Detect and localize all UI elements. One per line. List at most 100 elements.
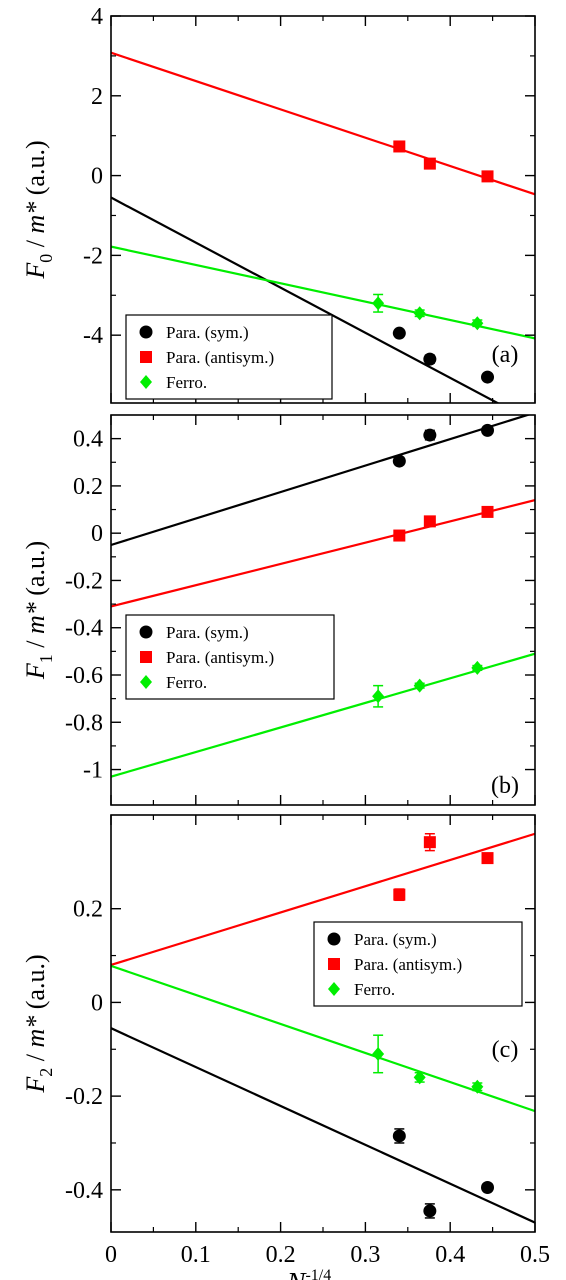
y-tick-label: 2 xyxy=(91,84,103,110)
fit-line-2 xyxy=(111,832,535,966)
data-point xyxy=(481,370,495,384)
fit-line-1 xyxy=(111,196,500,403)
legend-label: Ferro. xyxy=(166,673,207,692)
data-point xyxy=(481,505,494,518)
plot-frame xyxy=(110,814,536,1233)
legend-label: Ferro. xyxy=(166,373,207,392)
legend-label: Para. (antisym.) xyxy=(354,955,462,974)
y-tick-label: -4 xyxy=(83,323,103,349)
chart-panel-1: 420-2-4F0 / m* (a.u.)(a)Para. (sym.)Para… xyxy=(21,4,536,404)
y-tick-label: -0.6 xyxy=(65,663,103,689)
data-point xyxy=(392,326,406,340)
legend-label: Para. (sym.) xyxy=(166,623,249,642)
series-2 xyxy=(393,832,494,902)
x-axis: 0 0.1 0.2 0.3 0.4 0.5 xyxy=(105,815,550,1268)
data-point xyxy=(423,428,437,442)
series-2 xyxy=(393,140,494,183)
legend-marker xyxy=(327,932,341,946)
y-axis-label: F1 / m* (a.u.) xyxy=(21,541,56,680)
y-tick-label: -1 xyxy=(83,758,103,784)
legend-box xyxy=(125,614,335,700)
legend-label: Para. (sym.) xyxy=(354,930,437,949)
y-tick-label: -0.2 xyxy=(65,1084,103,1110)
y-tick-label: 0 xyxy=(91,164,103,190)
data-point xyxy=(471,1079,484,1094)
fit-line-3 xyxy=(111,245,535,340)
fit-lines xyxy=(111,832,535,1224)
data-point xyxy=(413,678,426,693)
data-point xyxy=(393,140,406,153)
legend-label: Para. (antisym.) xyxy=(166,648,274,667)
x-tick-label: 0.1 xyxy=(181,1242,211,1268)
chart-panel-3: 0.2 0 -0.2 -0.4 0 0.1 0.2 0.3 0.4 0.5 N-1/4 F2 / m*… xyxy=(21,814,550,1280)
plot-frame xyxy=(110,414,536,806)
data-point xyxy=(423,352,437,366)
fit-line-3 xyxy=(111,964,535,1113)
y-axis: 0.4 0.2 0 -0.2 -0.4 -0.6 -0.8 -1 xyxy=(65,427,535,784)
fit-line-1 xyxy=(111,1027,535,1224)
y-axis: 0.2 0 -0.2 -0.4 xyxy=(65,897,535,1204)
series-1 xyxy=(392,326,495,384)
y-tick-label: 0.2 xyxy=(73,897,103,923)
series-2 xyxy=(393,505,494,542)
panel-label: (a) xyxy=(492,342,519,368)
legend-marker xyxy=(328,982,340,996)
series-3 xyxy=(372,660,484,708)
y-tick-label: 0.2 xyxy=(73,474,103,500)
x-axis-label: N-1/4 xyxy=(286,1267,331,1280)
y-tick-label: -0.2 xyxy=(65,568,103,594)
fit-line-3 xyxy=(111,652,535,778)
data-point xyxy=(413,306,426,321)
legend-marker xyxy=(328,958,340,970)
data-point xyxy=(393,529,406,542)
y-tick-label: -2 xyxy=(83,243,103,269)
x-tick-label: 0.5 xyxy=(520,1242,550,1268)
x-axis xyxy=(110,415,536,805)
x-tick-label: 0.3 xyxy=(350,1242,380,1268)
y-tick-label: 0 xyxy=(91,990,103,1016)
data-point xyxy=(481,170,494,183)
series-1 xyxy=(392,1128,495,1219)
y-tick-label: 4 xyxy=(91,4,103,30)
data-point xyxy=(392,454,406,468)
legend-marker xyxy=(140,375,152,389)
legend-marker xyxy=(140,651,152,663)
data-point xyxy=(471,316,484,331)
data-point xyxy=(372,296,385,311)
data-point xyxy=(481,423,495,437)
data-point xyxy=(393,888,406,901)
fit-line-2 xyxy=(111,51,535,196)
x-tick-label: 0.2 xyxy=(266,1242,296,1268)
legend-label: Para. (antisym.) xyxy=(166,348,274,367)
series-3 xyxy=(372,293,484,331)
legend-box xyxy=(313,921,523,1007)
data-point xyxy=(423,515,436,528)
y-tick-label: 0.4 xyxy=(73,427,103,453)
x-tick-label: 0 xyxy=(105,1242,117,1268)
legend: Para. (sym.) Para. (antisym.) Ferro. xyxy=(125,314,333,400)
legend-marker xyxy=(140,351,152,363)
legend-marker xyxy=(139,625,153,639)
data-point xyxy=(372,1046,385,1061)
data-point xyxy=(481,1180,495,1194)
data-point xyxy=(481,852,494,865)
data-point xyxy=(423,836,436,849)
legend-box xyxy=(125,314,333,400)
y-axis-label: F2 / m* (a.u.) xyxy=(21,954,56,1093)
series-1 xyxy=(392,423,495,468)
legend: Para. (sym.) Para. (antisym.) Ferro. xyxy=(125,614,335,700)
fit-lines xyxy=(111,51,535,403)
data-point xyxy=(423,157,436,170)
data-point xyxy=(392,1129,406,1143)
legend-marker xyxy=(139,325,153,339)
fit-line-1 xyxy=(111,415,532,547)
x-tick-label: 0.4 xyxy=(435,1242,465,1268)
panel-label: (c) xyxy=(492,1037,519,1063)
series-3 xyxy=(372,1034,484,1094)
y-tick-label: -0.4 xyxy=(65,616,103,642)
legend: Para. (sym.) Para. (antisym.) Ferro. xyxy=(313,921,523,1007)
y-tick-label: -0.4 xyxy=(65,1178,103,1204)
data-point xyxy=(471,660,484,675)
fit-line-2 xyxy=(111,499,535,608)
data-point xyxy=(413,1070,426,1085)
